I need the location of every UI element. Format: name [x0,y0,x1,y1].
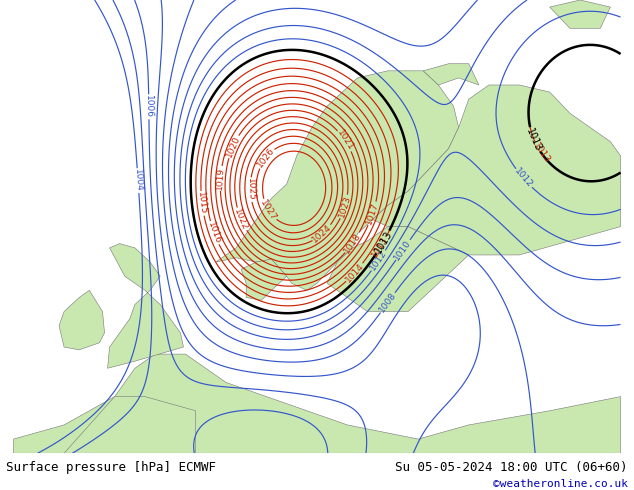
Text: 1014: 1014 [344,261,366,284]
Text: 1016: 1016 [206,220,223,245]
Text: 1020: 1020 [224,134,242,159]
Polygon shape [216,71,458,291]
Text: 1012: 1012 [513,167,534,190]
Text: Su 05-05-2024 18:00 UTC (06+60): Su 05-05-2024 18:00 UTC (06+60) [395,461,628,474]
Text: 1013: 1013 [373,229,394,255]
Polygon shape [108,244,183,368]
Text: 1025: 1025 [245,178,256,201]
Text: 1026: 1026 [256,146,276,170]
Text: 1019: 1019 [216,167,226,190]
Text: 1018: 1018 [342,231,363,255]
Polygon shape [13,354,621,453]
Text: 1013: 1013 [524,126,543,153]
Text: 1008: 1008 [377,291,398,315]
Text: 1013: 1013 [531,141,552,165]
Polygon shape [64,396,196,453]
Text: 1006: 1006 [144,95,153,119]
Text: 1021: 1021 [335,129,355,153]
Text: 1015: 1015 [197,192,208,215]
Text: 1017: 1017 [365,201,380,226]
Polygon shape [241,259,287,300]
Text: 1027: 1027 [259,198,278,222]
Text: 1023: 1023 [337,195,353,219]
Text: 1010: 1010 [392,238,413,262]
Text: Surface pressure [hPa] ECMWF: Surface pressure [hPa] ECMWF [6,461,216,474]
Polygon shape [550,0,611,28]
Polygon shape [327,226,469,312]
Text: 1024: 1024 [311,223,334,245]
Polygon shape [424,64,479,85]
Text: 1022: 1022 [233,207,250,231]
Text: 1013: 1013 [370,235,390,259]
Polygon shape [59,291,105,350]
Polygon shape [373,85,621,255]
Text: 1004: 1004 [133,169,143,193]
Text: 1012: 1012 [368,248,389,272]
Text: ©weatheronline.co.uk: ©weatheronline.co.uk [493,480,628,490]
